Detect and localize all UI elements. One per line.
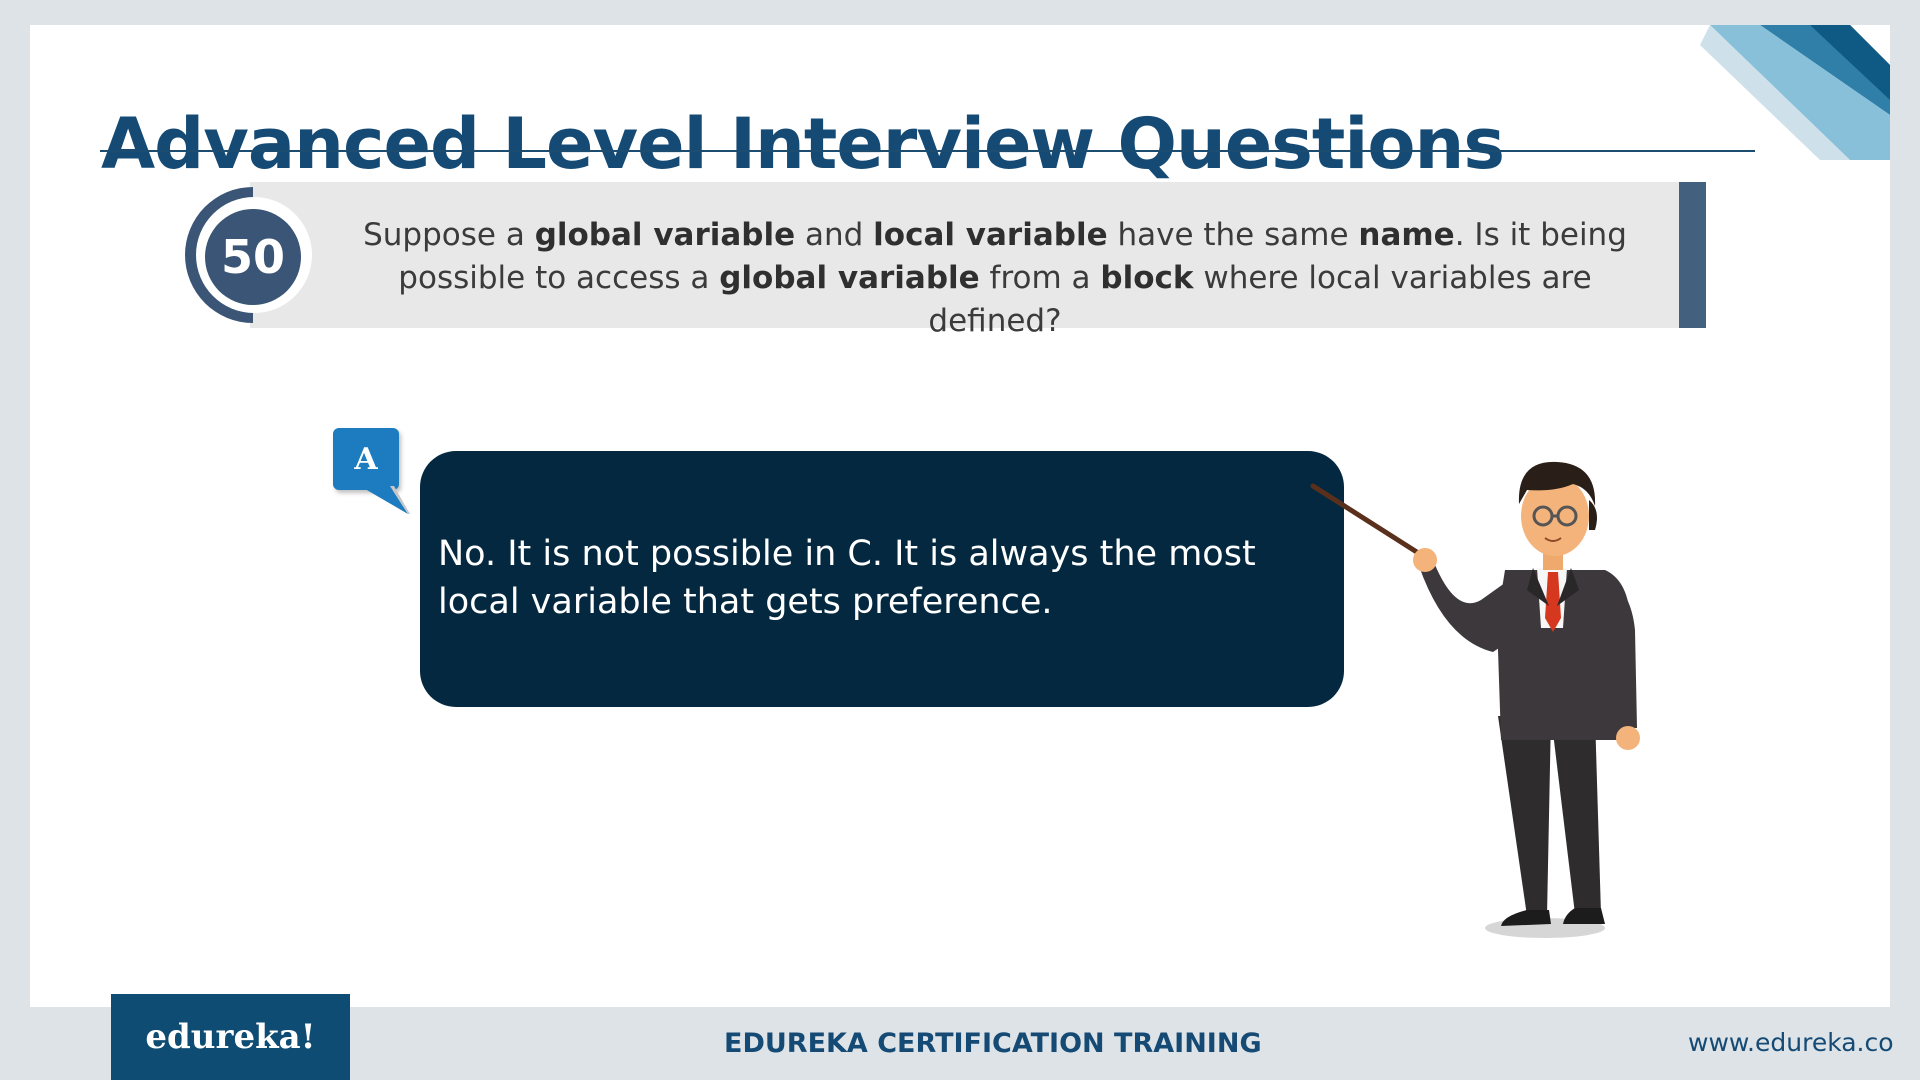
footer-training-label: EDUREKA CERTIFICATION TRAINING <box>724 1028 1262 1059</box>
question-keyword: global variable <box>719 260 980 296</box>
question-segment: where local variables are defined? <box>928 260 1592 339</box>
speech-tail-icon <box>360 486 410 514</box>
title-underline <box>100 150 1755 152</box>
question-keyword: global variable <box>534 217 796 253</box>
question-keyword: block <box>1100 260 1194 296</box>
question-segment: . Is it being possible to access a <box>398 217 1627 296</box>
edureka-logo: edureka! <box>111 994 350 1080</box>
question-segment: and <box>795 217 874 253</box>
corner-stripes-icon <box>1700 25 1890 160</box>
question-keyword: name <box>1358 217 1455 253</box>
question-number: 50 <box>205 209 301 305</box>
answer-bubble <box>420 451 1344 707</box>
question-segment: from a <box>979 260 1101 296</box>
answer-badge: A <box>333 428 399 490</box>
question-segment: Suppose a <box>363 217 535 253</box>
question-keyword: local variable <box>873 217 1108 253</box>
question-bar <box>250 182 1680 328</box>
answer-text: No. It is not possible in C. It is alway… <box>438 534 1256 622</box>
presenter-icon <box>1310 461 1640 938</box>
footer-url: www.edureka.co <box>1688 1028 1894 1057</box>
slide-title: Advanced Level Interview Questions <box>101 102 1505 185</box>
question-text: Suppose a global variable and local vari… <box>330 214 1660 343</box>
question-segment: have the same <box>1107 217 1359 253</box>
question-bar-accent <box>1679 182 1706 328</box>
